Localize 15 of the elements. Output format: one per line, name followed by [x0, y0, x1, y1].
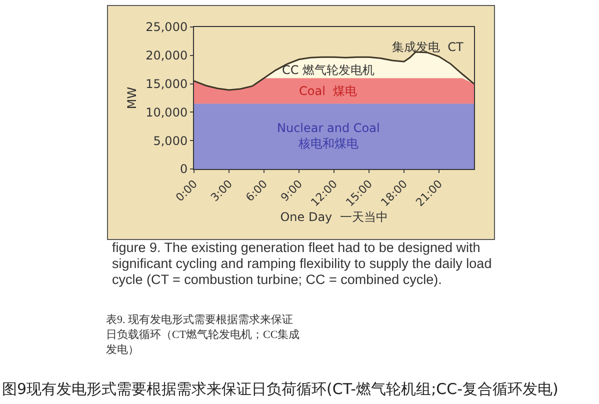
series-label: Nuclear and Coal 核电和煤电	[277, 121, 380, 151]
y-tick-label: 25,000	[146, 20, 188, 34]
y-tick-label: 15,000	[146, 77, 188, 91]
text: 表9. 现有发电形式需要根据需求来保证日负载循环（CT燃气轮发电机；CC集成发电）	[106, 313, 301, 358]
series-label: CC 燃气轮发电机	[282, 63, 375, 77]
series-label: Coal 煤电	[299, 84, 358, 98]
x-axis-title: One Day 一天当中	[280, 210, 388, 224]
caption: figure 9. The existing generation fleet had to be designed with significant cycling and ramping flexibility to supply the daily load cycle (CT = combustion turbine; CC = combined cycle).	[112, 240, 493, 288]
y-axis-title: MW	[124, 86, 139, 110]
annotation: 集成发电 CT	[392, 40, 464, 54]
y-tick-label: 0	[180, 162, 188, 176]
y-tick-label: 10,000	[146, 105, 188, 120]
caption: 图9现有发电形式需要根据需求来保证日负荷循环(CT-燃气轮机组;CC-复合循环发电)	[2, 380, 560, 399]
y-tick-label: 5,000	[153, 134, 188, 148]
y-tick-label: 20,000	[146, 48, 188, 63]
